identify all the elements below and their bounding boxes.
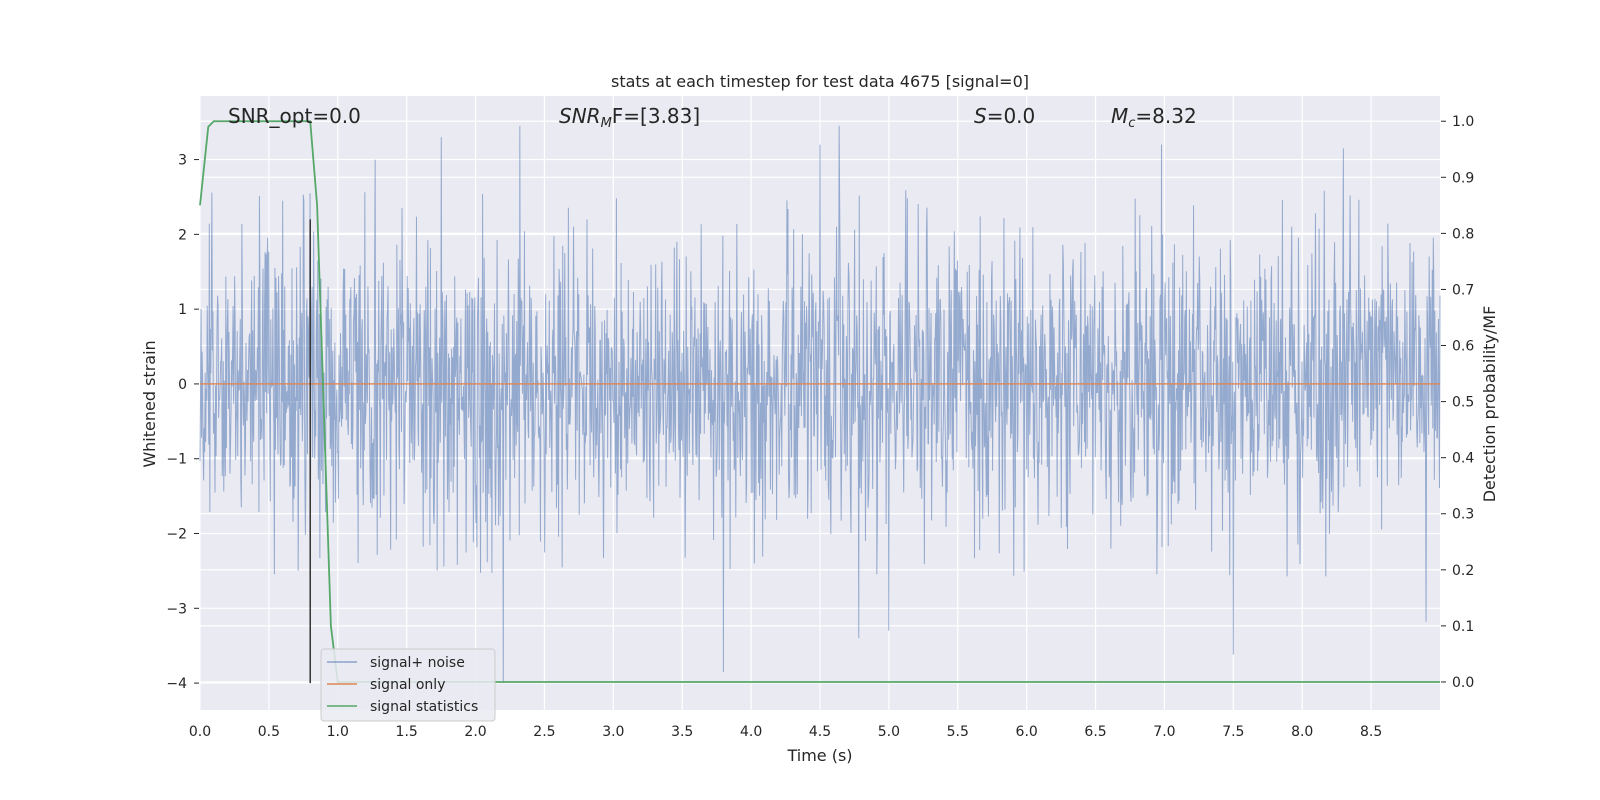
annotation-s: S=0.0 <box>974 104 1035 128</box>
x-tick-label: 0.5 <box>258 724 280 740</box>
y2-tick-label: 1.0 <box>1452 114 1474 130</box>
y-tick-label: 1 <box>178 302 187 318</box>
legend-label-signal-only: signal only <box>370 677 445 693</box>
snr-mf-rest: F=[3.83] <box>612 104 700 128</box>
y-axis-label: Whitened strain <box>140 340 159 467</box>
y2-tick-labels: 1.0 0.9 0.8 0.7 0.6 0.5 0.4 0.3 0.2 0.1 0.0 <box>1441 114 1474 691</box>
x-tick-label: 4.0 <box>740 724 762 740</box>
x-tick-label: 8.0 <box>1291 724 1313 740</box>
y-tick-label: −2 <box>166 527 187 543</box>
x-tick-label: 5.0 <box>878 724 900 740</box>
y-tick-label: 0 <box>178 377 187 393</box>
y2-tick-label: 0.9 <box>1452 170 1474 186</box>
x-tick-labels: 0.0 0.5 1.0 1.5 2.0 2.5 3.0 3.5 4.0 4.5 5.0 5.5 6.0 6… <box>189 724 1382 740</box>
y2-tick-label: 0.3 <box>1452 507 1474 523</box>
mc-base: M <box>1111 104 1128 128</box>
x-tick-label: 4.5 <box>809 724 831 740</box>
x-tick-label: 8.5 <box>1360 724 1382 740</box>
y-tick-label: −4 <box>166 676 187 692</box>
snr-mf-sub: M <box>601 116 612 131</box>
x-axis-label: Time (s) <box>786 746 852 765</box>
y2-tick-label: 0.6 <box>1452 339 1474 355</box>
annotation-snr-mf: SNRMF=[3.83] <box>559 104 700 131</box>
x-tick-label: 2.5 <box>533 724 555 740</box>
y-tick-label: 2 <box>178 227 187 243</box>
x-tick-label: 5.5 <box>947 724 969 740</box>
y-tick-label: −3 <box>166 601 187 617</box>
y-tick-labels: 3 2 1 0 −1 −2 −3 −4 <box>166 153 199 693</box>
x-tick-label: 3.0 <box>602 724 624 740</box>
x-tick-label: 3.5 <box>671 724 693 740</box>
snr-mf-base: SNR <box>559 104 601 128</box>
annotation-mc: Mc=8.32 <box>1111 104 1197 131</box>
y2-tick-label: 0.5 <box>1452 395 1474 411</box>
y2-tick-label: 0.2 <box>1452 563 1474 579</box>
s-rest: =0.0 <box>987 104 1036 128</box>
legend: signal+ noise signal only signal statist… <box>321 649 495 721</box>
s-base: S <box>974 104 987 128</box>
x-tick-label: 7.0 <box>1153 724 1175 740</box>
x-tick-label: 2.0 <box>464 724 486 740</box>
chart-title: stats at each timestep for test data 467… <box>611 72 1029 91</box>
mc-rest: =8.32 <box>1135 104 1196 128</box>
y2-tick-label: 0.4 <box>1452 451 1474 467</box>
x-tick-label: 0.0 <box>189 724 211 740</box>
y-tick-label: −1 <box>166 452 187 468</box>
y2-axis-label: Detection probability/MF <box>1480 306 1499 503</box>
y-tick-label: 3 <box>178 153 187 169</box>
x-tick-label: 1.0 <box>327 724 349 740</box>
legend-label-signal-statistics: signal statistics <box>370 699 478 715</box>
y2-tick-label: 0.8 <box>1452 226 1474 242</box>
x-tick-label: 6.5 <box>1084 724 1106 740</box>
annotation-snr-opt: SNR_opt=0.0 <box>228 104 361 128</box>
x-tick-label: 6.0 <box>1016 724 1038 740</box>
y2-tick-label: 0.0 <box>1452 675 1474 691</box>
x-tick-label: 1.5 <box>396 724 418 740</box>
y2-tick-label: 0.1 <box>1452 619 1474 635</box>
x-tick-label: 7.5 <box>1222 724 1244 740</box>
mc-sub: c <box>1128 116 1135 131</box>
y2-tick-label: 0.7 <box>1452 282 1474 298</box>
legend-label-signal-noise: signal+ noise <box>370 655 465 671</box>
